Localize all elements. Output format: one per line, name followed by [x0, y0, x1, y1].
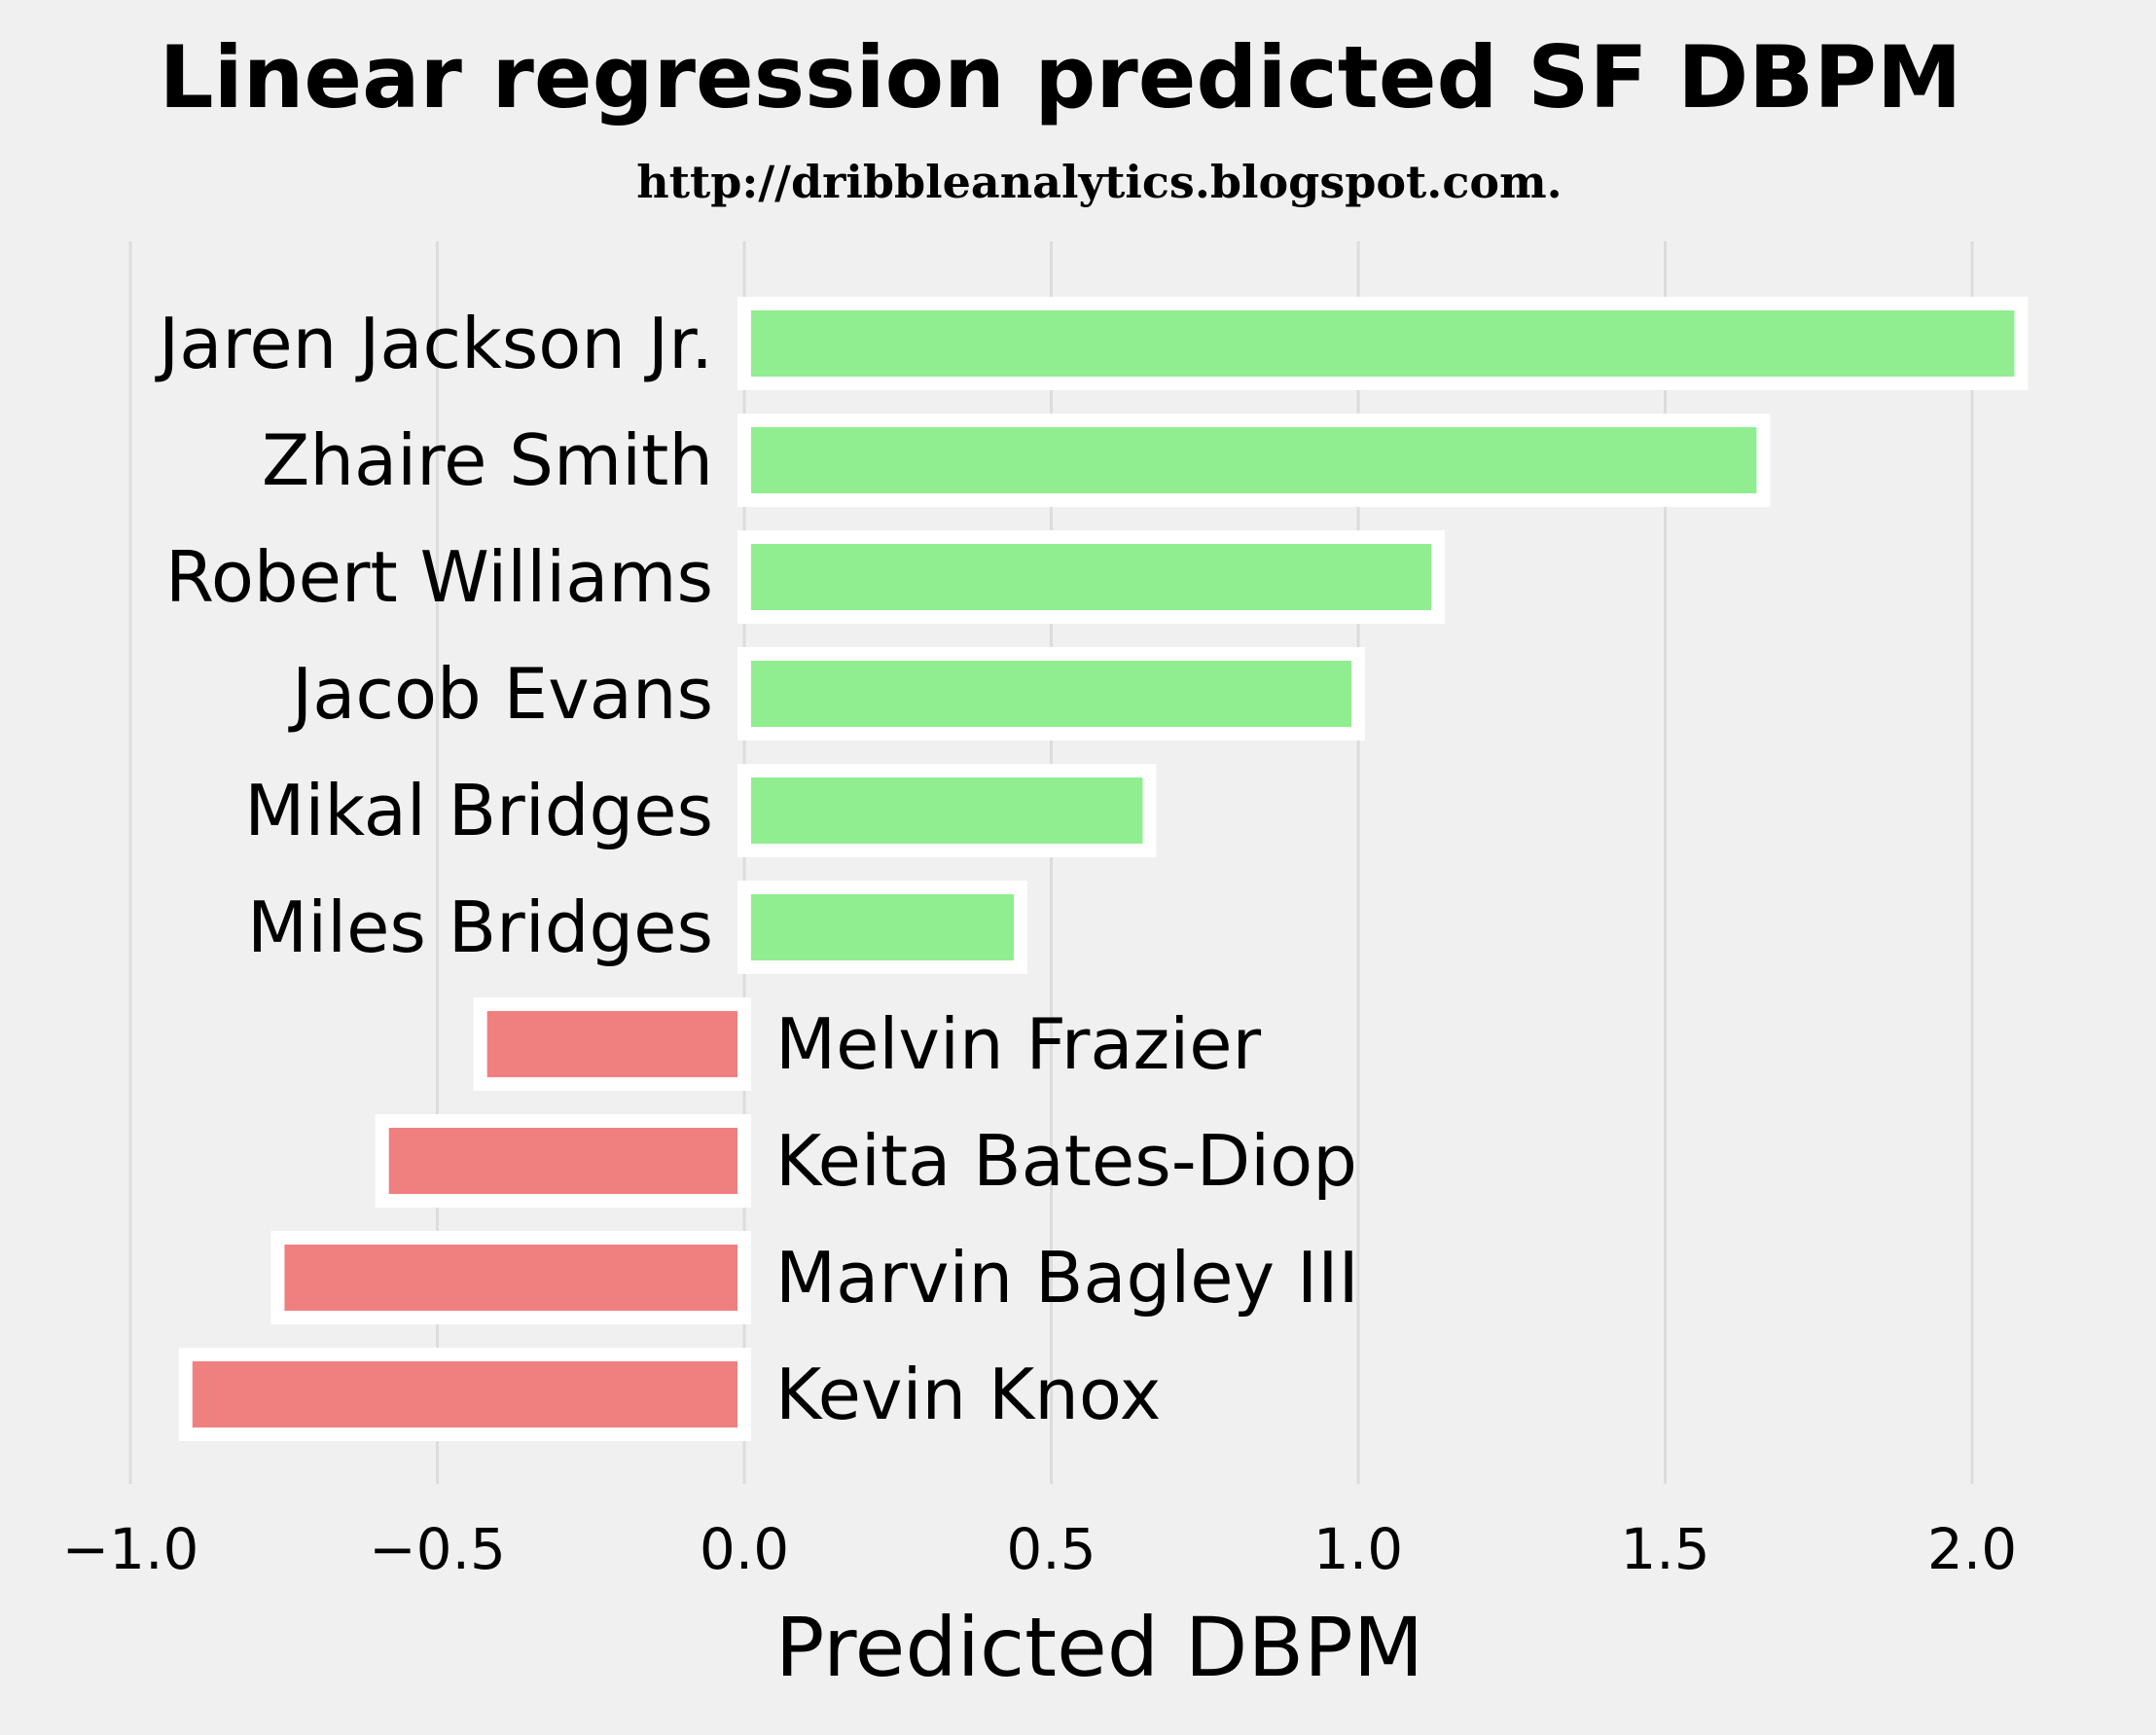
x-tick-label: 0.5 — [1006, 1516, 1096, 1582]
bar-label: Robert Williams — [165, 536, 713, 618]
x-tick-label: 0.0 — [700, 1516, 789, 1582]
bar — [737, 414, 1771, 507]
bar-label: Melvin Frazier — [775, 1003, 1262, 1085]
bar — [737, 647, 1365, 741]
bar-label: Miles Bridges — [247, 886, 713, 968]
chart-title: Linear regression predicted SF DBPM — [160, 27, 1962, 127]
x-tick-label: 2.0 — [1927, 1516, 2017, 1582]
bar-label: Kevin Knox — [775, 1354, 1161, 1435]
bar — [375, 1114, 751, 1208]
bar-label: Jaren Jackson Jr. — [155, 303, 713, 384]
bar — [270, 1231, 751, 1324]
bar — [737, 764, 1157, 857]
x-tick-label: 1.5 — [1620, 1516, 1709, 1582]
bar-label: Mikal Bridges — [244, 770, 713, 851]
bar-label: Zhaire Smith — [262, 419, 713, 501]
bar-labels: Jaren Jackson Jr. Zhaire Smith Robert Will… — [155, 303, 1359, 1435]
bar-label: Keita Bates-Diop — [775, 1120, 1357, 1202]
x-tick-label: 1.0 — [1313, 1516, 1403, 1582]
x-axis-label: Predicted DBPM — [775, 1600, 1423, 1695]
x-tick-label: −1.0 — [62, 1516, 199, 1582]
bar — [178, 1348, 752, 1441]
bar-label: Marvin Bagley III — [775, 1237, 1359, 1319]
bar — [737, 530, 1446, 624]
x-ticks: −1.0 −0.5 0.0 0.5 1.0 1.5 2.0 — [62, 1516, 2018, 1582]
bar — [737, 297, 2029, 390]
x-tick-label: −0.5 — [369, 1516, 506, 1582]
chart-subtitle: http://dribbleanalytics.blogspot.com. — [636, 156, 1562, 208]
bar-label: Jacob Evans — [288, 653, 713, 735]
bar — [473, 997, 751, 1091]
bar — [737, 881, 1027, 974]
bars — [178, 297, 2029, 1441]
